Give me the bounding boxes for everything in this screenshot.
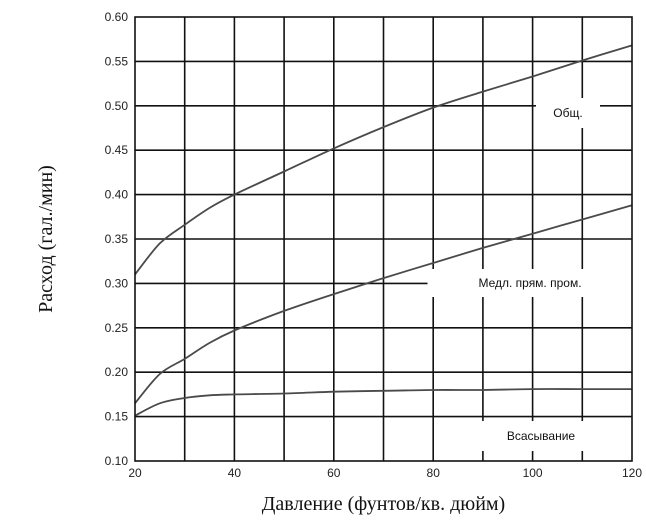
series-line-slow-direct — [134, 204, 633, 404]
y-tick-label: 0.35 — [105, 232, 129, 246]
series-label-layer: Общ. Медл. прям. пром. Всасывание — [427, 98, 633, 451]
y-tick-label: 0.40 — [105, 188, 129, 202]
grid-layer — [135, 17, 632, 461]
x-tick-label: 60 — [327, 466, 341, 480]
y-tick-label: 0.20 — [105, 365, 129, 379]
y-tick-label: 0.15 — [105, 410, 129, 424]
x-tick-label: 40 — [228, 466, 242, 480]
x-tick-label: 20 — [128, 466, 142, 480]
x-tick-labels: 20 40 60 80 100 120 — [128, 466, 642, 480]
series-layer — [134, 44, 633, 417]
series-label: Всасывание — [507, 429, 576, 443]
series-label: Медл. прям. пром. — [478, 276, 581, 290]
y-tick-label: 0.45 — [105, 143, 129, 157]
y-tick-label: 0.25 — [105, 321, 129, 335]
y-tick-label: 0.30 — [105, 276, 129, 290]
y-tick-label: 0.55 — [105, 54, 129, 68]
series-label: Общ. — [553, 106, 582, 120]
x-axis-title: Давление (фунтов/кв. дюйм) — [262, 493, 505, 515]
y-tick-labels: 0.10 0.15 0.20 0.25 0.30 0.35 0.40 0.45 0.50 0.55… — [105, 10, 129, 468]
x-tick-label: 80 — [427, 466, 441, 480]
series-line-suction — [134, 388, 632, 417]
series-label-background — [475, 421, 607, 451]
series-label-background — [427, 269, 633, 297]
x-tick-label: 120 — [622, 466, 642, 480]
y-tick-label: 0.10 — [105, 454, 129, 468]
y-tick-label: 0.50 — [105, 99, 129, 113]
x-tick-label: 100 — [523, 466, 543, 480]
series-line-total — [134, 44, 633, 276]
y-tick-label: 0.60 — [105, 10, 129, 24]
series-label-background — [536, 98, 600, 128]
y-axis-title: Расход (гал./мин) — [35, 165, 57, 313]
plot-frame — [134, 16, 633, 462]
